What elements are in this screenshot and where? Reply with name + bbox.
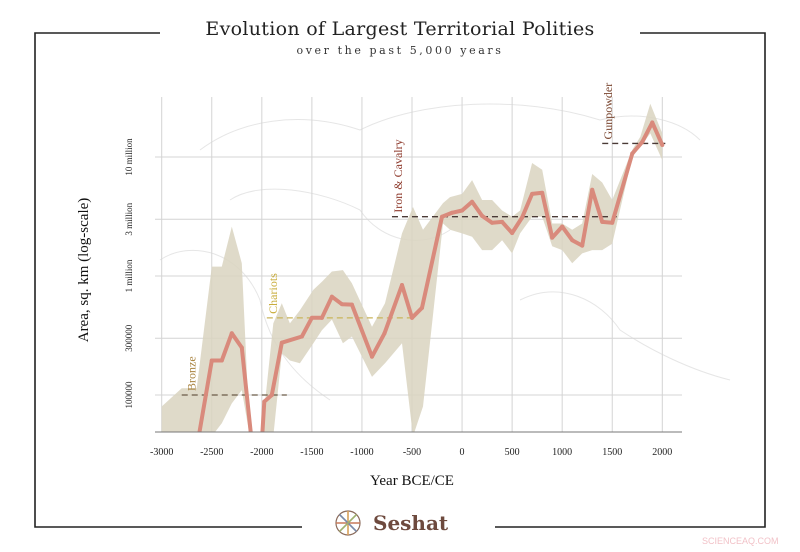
data-point	[540, 190, 545, 195]
data-point	[309, 315, 314, 320]
data-point	[550, 235, 555, 240]
x-tick-label: -1500	[300, 447, 323, 458]
data-point	[196, 440, 200, 444]
compass-star-icon	[335, 510, 361, 536]
data-point	[250, 440, 254, 444]
chart-subtitle: over the past 5,000 years	[296, 44, 504, 57]
annotation-label: Iron & Cavalry	[391, 139, 405, 212]
y-tick-label: 10 million	[124, 138, 134, 176]
x-tick-label: 1500	[602, 447, 622, 458]
data-point	[260, 440, 264, 444]
y-tick-label: 100000	[124, 381, 134, 409]
x-tick-label: -2500	[200, 447, 223, 458]
y-axis-label: Area, sq. km (log-scale)	[76, 198, 92, 343]
data-point	[580, 243, 585, 248]
data-point	[640, 139, 645, 144]
chart-title: Evolution of Largest Territorial Politie…	[205, 18, 595, 40]
y-tick-label: 3 million	[124, 202, 134, 235]
x-tick-label: -1000	[350, 447, 373, 458]
y-tick-label: 300000	[124, 324, 134, 352]
data-point	[329, 294, 334, 299]
annotation-label: Gunpowder	[601, 83, 615, 140]
frame	[34, 32, 766, 528]
x-tick-label: 0	[460, 447, 465, 458]
uncertainty-band	[161, 103, 663, 432]
data-point	[660, 143, 665, 148]
data-point	[450, 210, 455, 215]
data-point	[570, 238, 575, 243]
data-point	[500, 219, 505, 224]
data-point	[470, 199, 475, 204]
data-point	[262, 399, 267, 404]
data-point	[530, 191, 535, 196]
data-point	[650, 120, 655, 125]
x-tick-label: 1000	[552, 447, 572, 458]
annotation-label: Chariots	[266, 273, 280, 314]
logo-text: Seshat	[373, 511, 449, 535]
data-point	[319, 315, 324, 320]
data-point	[299, 334, 304, 339]
x-tick-label: 2000	[652, 447, 672, 458]
data-point	[590, 187, 595, 192]
data-point	[490, 220, 495, 225]
watermark: SCIENCEAQ.COM	[702, 536, 779, 546]
seshat-logo: Seshat	[333, 508, 448, 538]
data-point	[349, 302, 354, 307]
data-point	[239, 345, 244, 350]
data-point	[440, 214, 445, 219]
data-point	[399, 283, 404, 288]
data-point	[369, 354, 374, 359]
data-point	[229, 331, 234, 336]
data-point	[560, 224, 565, 229]
data-point	[339, 302, 344, 307]
data-point	[219, 358, 224, 363]
x-tick-label: 500	[505, 447, 520, 458]
data-point	[480, 213, 485, 218]
x-tick-label: -3000	[150, 447, 173, 458]
data-point	[600, 219, 605, 224]
data-point	[630, 151, 635, 156]
data-point	[610, 220, 615, 225]
data-point	[279, 340, 284, 345]
data-point	[410, 315, 414, 320]
x-tick-label: -2000	[250, 447, 273, 458]
data-point	[269, 393, 274, 397]
data-point	[460, 208, 465, 213]
x-tick-label: -500	[403, 447, 421, 458]
data-point	[382, 331, 387, 336]
data-point	[420, 305, 425, 310]
annotation-label: Bronze	[185, 356, 199, 391]
data-point	[520, 215, 525, 220]
data-point	[209, 358, 214, 363]
y-tick-label: 1 million	[124, 259, 134, 292]
data-point	[510, 230, 515, 235]
x-axis-label: Year BCE/CE	[370, 473, 454, 489]
